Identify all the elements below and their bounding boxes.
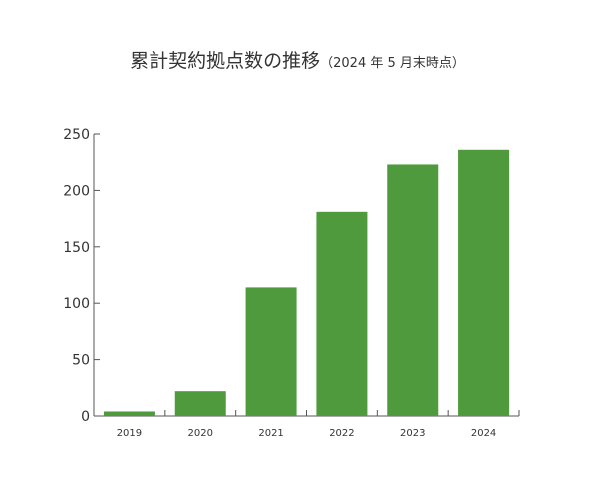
chart-title-main: 累計契約拠点数の推移 xyxy=(130,50,321,72)
x-tick-label: 2021 xyxy=(258,428,283,439)
y-tick-label: 0 xyxy=(81,409,90,425)
y-tick-label: 150 xyxy=(63,240,90,256)
x-tick-label: 2022 xyxy=(329,428,354,439)
x-tick-label: 2020 xyxy=(188,428,213,439)
bar xyxy=(245,287,297,416)
x-tick-label: 2024 xyxy=(471,428,496,439)
bar xyxy=(316,211,368,416)
y-tick-label: 250 xyxy=(63,127,90,143)
bar xyxy=(458,149,510,417)
x-tick-label: 2023 xyxy=(400,428,425,439)
chart-subtitle: （2024 年 5 月末時点） xyxy=(320,56,465,71)
x-tick-label: 2019 xyxy=(117,428,142,439)
bar xyxy=(103,411,155,416)
bar xyxy=(174,391,226,416)
y-tick-label: 100 xyxy=(63,296,90,312)
y-tick-label: 50 xyxy=(72,353,90,369)
chart-title: 累計契約拠点数の推移（2024 年 5 月末時点） xyxy=(0,46,595,73)
y-tick-label: 200 xyxy=(63,183,90,199)
bar xyxy=(387,164,439,416)
